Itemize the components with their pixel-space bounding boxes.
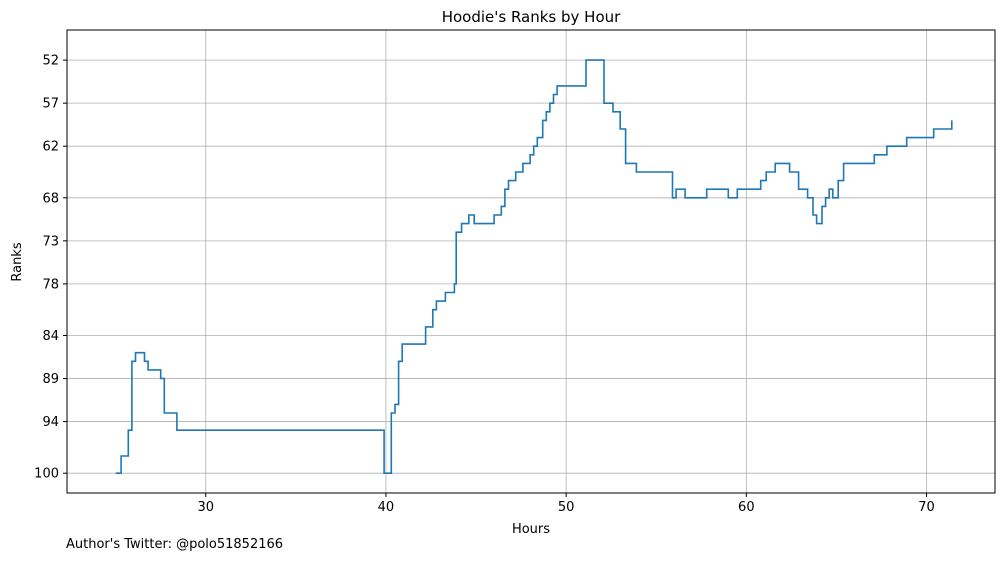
plot-frame [66,29,996,494]
y-tick-label: 100 [34,467,59,482]
y-tick-label: 73 [42,234,59,249]
chart-title: Hoodie's Ranks by Hour [442,8,621,26]
x-tick-label: 60 [738,500,755,515]
x-tick-label: 70 [918,500,935,515]
grid-lines [67,30,995,493]
y-tick-label: 57 [42,97,59,112]
y-axis-ticks: 52 57 62 68 73 78 84 89 94 100 [34,54,67,482]
y-tick-label: 84 [42,329,59,344]
y-tick-label: 89 [42,372,59,387]
x-tick-label: 30 [197,500,214,515]
y-tick-label: 78 [42,277,59,292]
y-tick-label: 94 [42,415,59,430]
y-tick-label: 68 [42,191,59,206]
x-tick-label: 50 [558,500,575,515]
y-axis-label: Ranks [10,242,25,281]
y-tick-label: 62 [42,140,59,155]
x-axis-ticks: 30 40 50 60 70 [197,493,935,515]
x-axis-label: Hours [512,522,550,537]
x-tick-label: 40 [378,500,395,515]
series-line [115,59,953,474]
author-credit: Author's Twitter: @polo51852166 [66,537,284,552]
y-tick-label: 52 [42,54,59,69]
